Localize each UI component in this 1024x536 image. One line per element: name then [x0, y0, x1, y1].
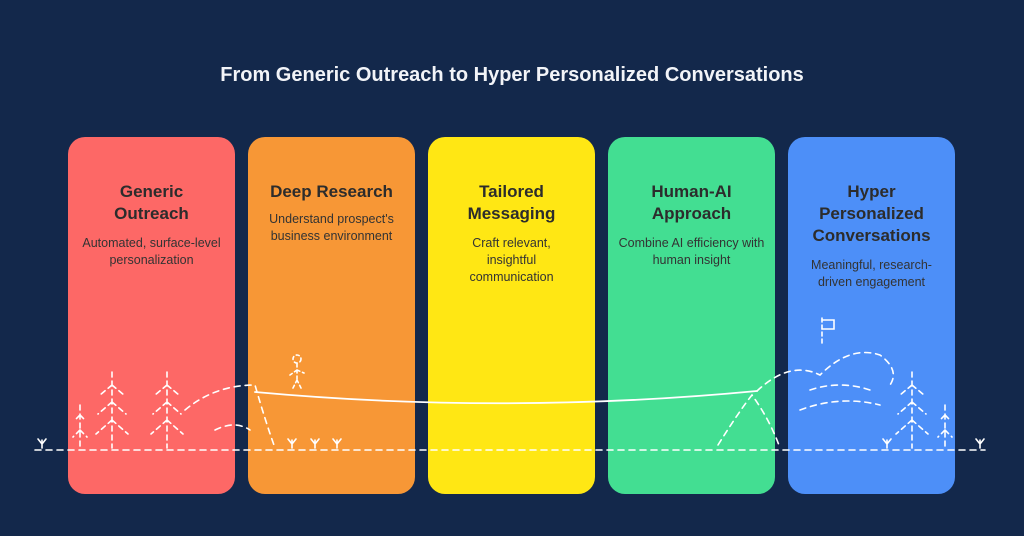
- stage-card-hyper-personalized: Hyper Personalized Conversations Meaning…: [788, 137, 955, 494]
- stage-description: Meaningful, research-driven engagement: [811, 258, 932, 289]
- stage-description: Craft relevant, insightful communication: [469, 236, 554, 284]
- stage-card-generic-outreach: Generic Outreach Automated, surface-leve…: [68, 137, 235, 494]
- stage-card-tailored-messaging: Tailored Messaging Craft relevant, insig…: [428, 137, 595, 494]
- stage-heading: Human-AI Approach: [651, 182, 732, 223]
- stage-heading: Generic Outreach: [114, 182, 189, 223]
- stage-card-human-ai-approach: Human-AI Approach Combine AI efficiency …: [608, 137, 775, 494]
- stage-description: Automated, surface-level personalization: [82, 236, 221, 267]
- stage-heading: Tailored Messaging: [467, 182, 556, 223]
- stage-description: Combine AI efficiency with human insight: [618, 236, 765, 267]
- stage-description: Understand prospect's business environme…: [269, 212, 394, 243]
- stage-heading: Hyper Personalized Conversations: [812, 182, 931, 245]
- stage-card-deep-research: Deep Research Understand prospect's busi…: [248, 137, 415, 494]
- diagram-title: From Generic Outreach to Hyper Personali…: [220, 64, 804, 86]
- stage-heading: Deep Research: [270, 182, 393, 201]
